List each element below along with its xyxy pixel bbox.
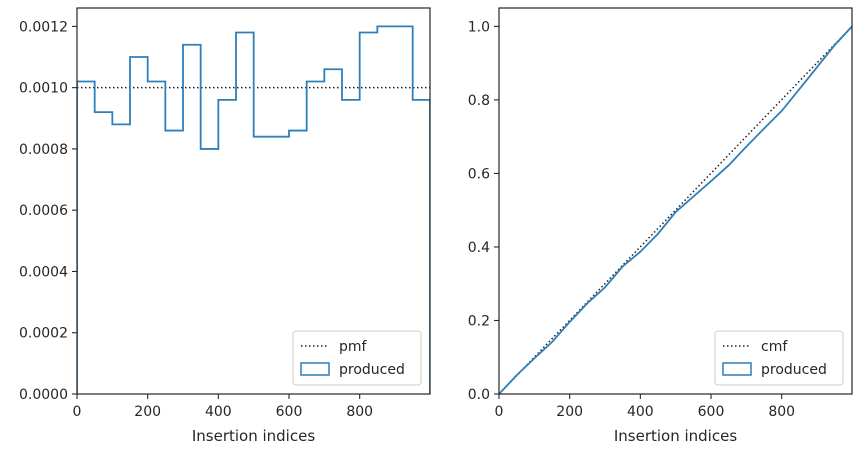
y-tick-label: 1.0	[468, 19, 490, 35]
legend-label-produced: produced	[761, 362, 827, 378]
chart-panel-2: 0 200 400 600 800 0.0 0.2 0.4 0.6 0.8 1.0 Insertion…	[468, 7, 853, 445]
y-tick-label: 0.0012	[19, 19, 68, 35]
x-axis-label: Insertion indices	[614, 427, 737, 445]
legend-box	[714, 330, 844, 386]
y-tick-label: 0.0010	[19, 81, 68, 97]
legend-swatch-produced	[722, 362, 752, 376]
legend: pmf produced	[292, 330, 422, 386]
y-tick-label: 0.6	[468, 166, 490, 182]
legend-label-pmf: pmf	[339, 339, 368, 355]
x-tick-label: 800	[768, 404, 795, 420]
y-tick-label: 0.4	[468, 240, 490, 256]
x-tick-label: 400	[205, 404, 232, 420]
x-tick-label: 200	[134, 404, 161, 420]
axes-frame	[76, 7, 431, 395]
x-tick-label: 0	[73, 404, 82, 420]
x-tick-label: 400	[627, 404, 654, 420]
x-axis-label: Insertion indices	[192, 427, 315, 445]
legend-box	[292, 330, 422, 386]
y-tick-label: 0.8	[468, 93, 490, 109]
y-tick-label: 0.0002	[19, 326, 68, 342]
y-tick-label: 0.0004	[19, 264, 68, 280]
x-tick-label: 800	[346, 404, 373, 420]
x-tick-label: 600	[698, 404, 725, 420]
x-tick-label: 0	[495, 404, 504, 420]
y-tick-label: 0.2	[468, 313, 490, 329]
series-group	[77, 25, 430, 394]
y-tick-label: 0.0	[468, 387, 490, 403]
series-produced	[77, 25, 430, 394]
legend-label-produced: produced	[339, 362, 405, 378]
axes-frame	[498, 7, 853, 395]
y-tick-label: 0.0006	[19, 203, 68, 219]
x-tick-label: 200	[556, 404, 583, 420]
x-tick-label: 600	[276, 404, 303, 420]
y-tick-label: 0.0000	[19, 387, 68, 403]
series-cmf	[499, 25, 852, 394]
legend-label-cmf: cmf	[761, 339, 788, 355]
y-tick-label: 0.0008	[19, 142, 68, 158]
series-produced	[499, 25, 852, 394]
legend: cmf produced	[714, 330, 844, 386]
series-group	[499, 25, 852, 394]
legend-swatch-produced	[300, 362, 330, 376]
chart-panel-1: 0 200 400 600 800 0.0000 0.0002 0.0004 0.0006 0.0…	[19, 7, 431, 445]
